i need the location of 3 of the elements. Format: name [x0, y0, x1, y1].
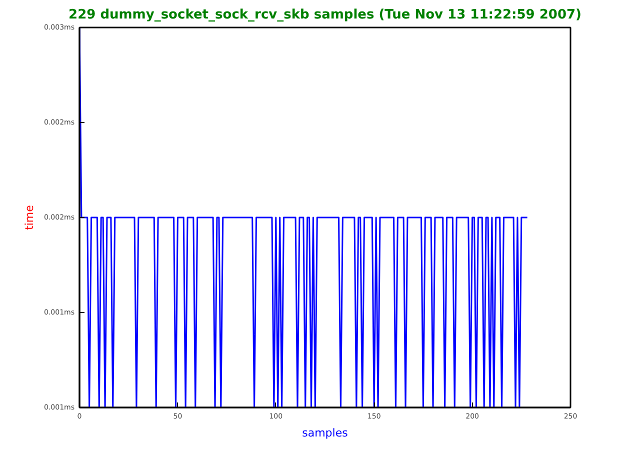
chart-title: 229 dummy_socket_sock_rcv_skb samples (Tue Nov 13 11:22:59 2007): [68, 8, 582, 22]
y-axis-title: time: [22, 204, 36, 230]
x-axis-title: samples: [302, 426, 348, 440]
